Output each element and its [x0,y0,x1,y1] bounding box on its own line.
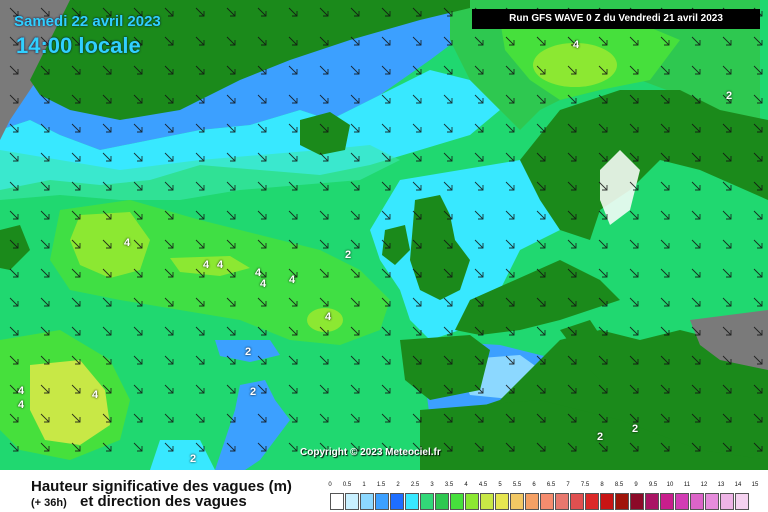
legend-swatch [360,493,374,510]
wave-direction-arrows [0,0,768,470]
wave-height-label: 4 [325,311,332,323]
wave-height-label: 2 [190,453,197,465]
forecast-time: 14:00 locale [16,33,141,58]
legend-swatch [345,493,359,510]
forecast-offset: (+ 36h) [31,497,67,509]
legend-tick: 15 [751,482,759,488]
wave-height-label: 4 [260,278,267,290]
legend-swatch [540,493,554,510]
legend-tick: 5.5 [512,482,522,488]
legend-tick: 3 [430,482,434,488]
legend-swatch [405,493,419,510]
legend-swatch [390,493,404,510]
wave-height-label: 4 [92,389,99,401]
legend-tick: 6 [532,482,536,488]
wave-height-label: 4 [18,399,25,411]
legend-swatch [510,493,524,510]
legend-swatch [600,493,614,510]
legend-tick: 4.5 [478,482,488,488]
legend-swatch [705,493,719,510]
legend-swatch [660,493,674,510]
legend-swatches [330,493,750,510]
legend-tick: 5 [498,482,502,488]
legend-swatch [630,493,644,510]
legend-swatch [690,493,704,510]
legend-swatch [480,493,494,510]
map-canvas [0,0,768,470]
legend-swatch [525,493,539,510]
wave-height-label: 4 [203,259,210,271]
wave-height-label: 4 [124,237,131,249]
legend-tick: 0.5 [342,482,352,488]
legend-tick: 14 [734,482,742,488]
wave-height-label: 2 [726,90,733,102]
wave-height-label: 2 [632,423,639,435]
legend-swatch [615,493,629,510]
legend-tick: 6.5 [546,482,556,488]
legend-tick: 2.5 [410,482,420,488]
wave-height-label: 2 [250,386,257,398]
legend-tick: 7.5 [580,482,590,488]
legend-swatch [675,493,689,510]
legend-tick: 8 [600,482,604,488]
wave-height-label: 2 [345,249,352,261]
forecast-date: Samedi 22 avril 2023 [14,13,161,30]
color-legend: 0 0.5 1 1.5 2 2.5 3 3.5 4 4.5 5 5.5 6 6.5 7 7.5 8 8.5 9 9.5… [328,482,758,510]
legend-tick-labels: 0 0.5 1 1.5 2 2.5 3 3.5 4 4.5 5 5.5 6 6.5 7 7.5 8 8.5 9 9.5… [328,482,758,492]
legend-tick: 1 [362,482,366,488]
legend-tick: 1.5 [376,482,386,488]
legend-swatch [420,493,434,510]
legend-tick: 3.5 [444,482,454,488]
legend-tick: 7 [566,482,570,488]
legend-swatch [735,493,749,510]
legend-swatch [435,493,449,510]
copyright-notice: Copyright © 2023 Meteociel.fr [300,447,441,458]
legend-title: Hauteur significative des vagues (m) [31,478,292,495]
legend-swatch [330,493,344,510]
wave-height-label: 4 [289,274,296,286]
wave-height-label: 4 [217,259,224,271]
legend-swatch [555,493,569,510]
legend-swatch [450,493,464,510]
legend-tick: 9 [634,482,638,488]
wave-height-label: 2 [597,431,604,443]
legend-tick: 12 [700,482,708,488]
legend-tick: 2 [396,482,400,488]
legend-swatch [720,493,734,510]
wave-map [0,0,768,470]
legend-swatch [585,493,599,510]
legend-tick: 8.5 [614,482,624,488]
legend-swatch [645,493,659,510]
legend-swatch [495,493,509,510]
wave-height-label: 4 [18,385,25,397]
legend-swatch [375,493,389,510]
legend-swatch [570,493,584,510]
legend-swatch [465,493,479,510]
legend-tick: 0 [328,482,332,488]
model-run-label: Run GFS WAVE 0 Z du Vendredi 21 avril 20… [472,9,760,29]
legend-tick: 11 [683,482,691,488]
wave-height-label: 4 [255,267,262,279]
wave-height-label: 2 [245,346,252,358]
legend-tick: 4 [464,482,468,488]
wave-height-label: 4 [573,39,580,51]
legend-subtitle: et direction des vagues [80,493,247,510]
legend-tick: 13 [717,482,725,488]
legend-tick: 10 [666,482,674,488]
legend-tick: 9.5 [648,482,658,488]
